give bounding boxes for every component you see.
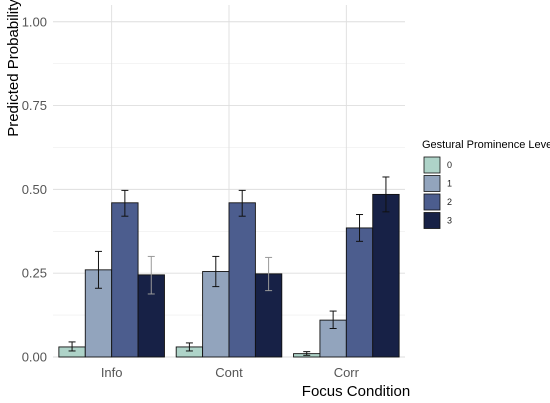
y-axis-ticks: 0.00 0.25 0.50 0.75 1.00 [22, 14, 47, 364]
x-tick-label: Info [101, 365, 123, 380]
y-tick-label: 0.50 [22, 182, 47, 197]
legend-label: 3 [447, 216, 452, 226]
y-axis-title: Predicted Probability [5, 0, 22, 137]
x-axis-ticks: Info Cont Corr [101, 365, 360, 380]
bar-corr-level-2 [345, 227, 374, 358]
x-tick-label: Corr [334, 365, 360, 380]
legend-key-0 [423, 156, 441, 174]
legend-label: 2 [447, 197, 452, 207]
legend-key-2 [423, 193, 441, 211]
y-tick-label: 1.00 [22, 14, 47, 29]
legend-label: 1 [447, 179, 452, 189]
bar-info-level-2 [111, 202, 139, 358]
x-tick-label: Cont [215, 365, 243, 380]
bar-cont-level-2 [228, 202, 256, 358]
bars [58, 193, 400, 358]
bar-corr-level-3 [372, 193, 400, 358]
legend: Gestural Prominence Level 0 1 2 3 [422, 139, 550, 229]
error-bars [68, 176, 390, 356]
legend-key-1 [423, 175, 441, 192]
legend-label: 0 [447, 160, 452, 170]
x-axis-title: Focus Condition [302, 383, 410, 400]
legend-key-3 [423, 212, 441, 229]
y-tick-label: 0.00 [22, 350, 47, 365]
y-tick-label: 0.25 [22, 266, 47, 281]
legend-title: Gestural Prominence Level [422, 139, 550, 151]
y-tick-label: 0.75 [22, 98, 47, 113]
